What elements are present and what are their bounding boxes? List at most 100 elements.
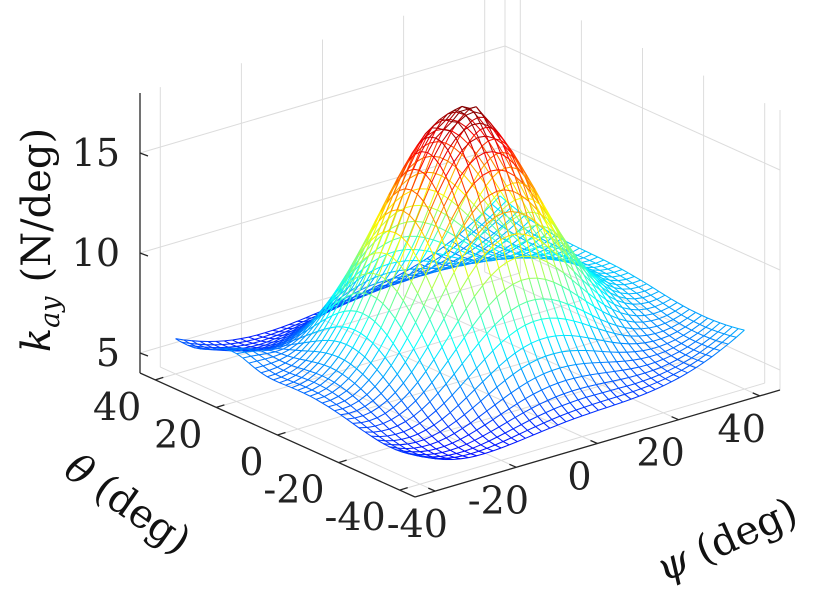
mesh-segment (479, 202, 488, 225)
mesh-segment (540, 319, 549, 338)
mesh-segment (607, 322, 615, 334)
mesh-segment (413, 447, 421, 453)
mesh-segment (634, 383, 642, 390)
mesh-segment (364, 400, 374, 407)
mesh-segment (246, 338, 255, 342)
mesh-segment (402, 189, 412, 212)
mesh-segment (457, 193, 467, 207)
mesh-segment (215, 340, 223, 346)
mesh-segment (544, 219, 552, 238)
mesh-segment (619, 275, 627, 280)
mesh-segment (628, 314, 637, 317)
mesh-segment (325, 381, 335, 390)
mesh-segment (445, 175, 453, 191)
mesh-segment (498, 359, 508, 367)
mesh-segment (250, 355, 258, 362)
mesh-segment (476, 152, 485, 158)
mesh-segment (480, 315, 488, 334)
mesh-segment (468, 434, 476, 441)
mesh-segment (277, 362, 286, 368)
mesh-segment (546, 215, 554, 231)
mesh-segment (451, 304, 459, 322)
mesh-segment (470, 416, 480, 424)
mesh-segment (289, 349, 296, 351)
mesh-segment (374, 252, 381, 254)
mesh-segment (329, 356, 339, 368)
mesh-segment (408, 310, 417, 323)
mesh-segment (567, 303, 575, 322)
mesh-segment (648, 381, 658, 387)
mesh-segment (388, 230, 396, 234)
mesh-segment (573, 377, 581, 389)
mesh-segment (514, 158, 524, 174)
mesh-segment (687, 341, 696, 348)
mesh-segment (299, 379, 309, 385)
mesh-segment (427, 332, 437, 348)
mesh-segment (622, 307, 631, 310)
mesh-segment (465, 397, 474, 409)
mesh-segment (447, 160, 457, 168)
mesh-segment (471, 202, 481, 214)
mesh-segment (254, 367, 262, 374)
mesh-segment (297, 359, 307, 368)
mesh-segment (489, 222, 499, 233)
mesh-segment (632, 328, 640, 337)
mesh-segment (273, 376, 282, 381)
mesh-segment (549, 317, 557, 337)
mesh-segment (583, 257, 590, 261)
mesh-segment (433, 120, 442, 126)
mesh-segment (563, 272, 573, 281)
mesh-segment (315, 364, 325, 374)
mesh-segment (644, 313, 654, 317)
mesh-segment (624, 391, 634, 395)
mesh-segment (394, 318, 402, 329)
mesh-segment (405, 188, 412, 191)
mesh-segment (336, 370, 343, 375)
mesh-segment (599, 362, 607, 373)
mesh-segment (585, 300, 595, 307)
mesh-segment (464, 447, 473, 452)
mesh-segment (691, 323, 701, 331)
mesh-segment (293, 357, 300, 360)
mesh-segment (248, 336, 255, 340)
mesh-segment (584, 362, 593, 365)
mesh-segment (275, 373, 282, 378)
mesh-segment (445, 130, 453, 144)
mesh-segment (508, 235, 516, 259)
mesh-segment (498, 169, 507, 172)
mesh-segment (423, 221, 432, 225)
mesh-segment (644, 315, 652, 322)
mesh-segment (565, 318, 575, 322)
mesh-segment (510, 433, 520, 439)
mesh-segment (504, 189, 513, 192)
mesh-segment (530, 343, 538, 360)
mesh-segment (488, 305, 496, 326)
mesh-segment (283, 369, 290, 374)
mesh-segment (289, 367, 298, 374)
mesh-segment (313, 314, 323, 327)
mesh-segment (617, 280, 625, 286)
mesh-segment (530, 408, 539, 417)
mesh-segment (589, 374, 597, 385)
mesh-segment (291, 387, 299, 391)
mesh-segment (461, 105, 471, 109)
mesh-segment (443, 189, 453, 207)
mesh-segment (313, 340, 323, 352)
mesh-segment (398, 171, 408, 191)
mesh-segment (638, 392, 648, 397)
mesh-segment (727, 336, 737, 345)
mesh-segment (479, 129, 489, 142)
mesh-segment (624, 282, 633, 286)
mesh-segment (408, 194, 418, 216)
mesh-segment (533, 318, 542, 323)
mesh-segment (677, 359, 684, 364)
mesh-segment (358, 427, 366, 433)
mesh-segment (650, 318, 660, 322)
mesh-segment (392, 327, 402, 344)
mesh-segment (673, 369, 682, 376)
mesh-segment (433, 238, 443, 257)
mesh-segment (423, 201, 431, 212)
mesh-segment (309, 362, 319, 372)
mesh-segment (559, 367, 567, 381)
mesh-segment (377, 439, 386, 442)
